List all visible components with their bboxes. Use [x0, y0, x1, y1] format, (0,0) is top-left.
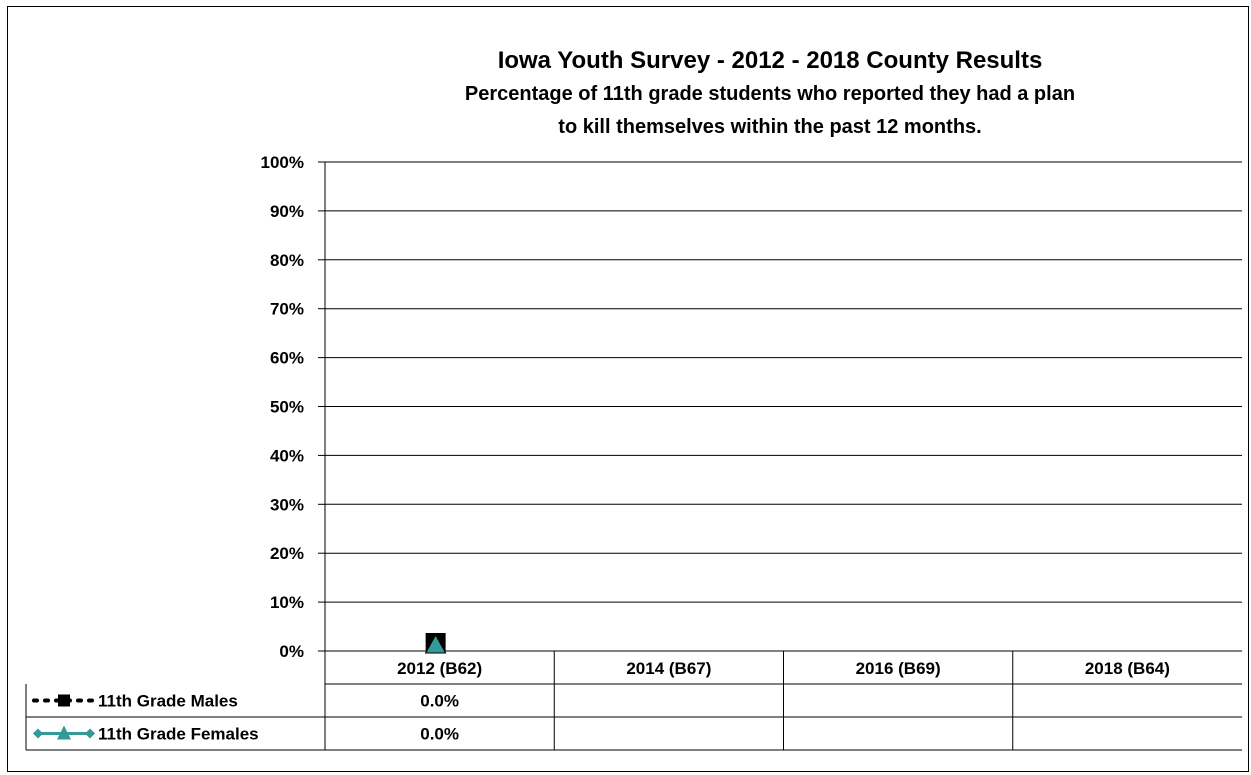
ytick-label-100: 100%: [261, 153, 304, 172]
category-label-0: 2012 (B62): [397, 659, 482, 678]
legend-key-diamond-left: [33, 728, 43, 739]
gridlines: [318, 161, 1242, 652]
legend-key-diamond-right: [85, 728, 95, 739]
ytick-label-80: 80%: [270, 251, 304, 270]
series-marks: [424, 633, 447, 654]
chart-subtitle-line-2: to kill themselves within the past 12 mo…: [558, 116, 981, 138]
category-label-3: 2018 (B64): [1085, 659, 1170, 678]
chart-title: Iowa Youth Survey - 2012 - 2018 County R…: [498, 47, 1043, 74]
table-cell-value-0-0: 0.0%: [420, 692, 459, 711]
ytick-label-20: 20%: [270, 544, 304, 563]
legend-label-0: 11th Grade Males: [98, 692, 238, 711]
data-table: 2012 (B62) 2014 (B67) 2016 (B69) 2018 (B64)…: [25, 651, 1242, 751]
ytick-label-50: 50%: [270, 398, 304, 417]
category-label-1: 2014 (B67): [626, 659, 711, 678]
ytick-label-90: 90%: [270, 202, 304, 221]
table-cell-value-1-0: 0.0%: [420, 725, 459, 744]
ytick-label-30: 30%: [270, 495, 304, 514]
legend-key-marker-males: [58, 694, 70, 707]
y-axis-ticks: 0% 10% 20% 30% 40% 50% 60% 70% 80% 90% 100%: [261, 153, 304, 661]
legend-key-marker-females: [57, 725, 71, 740]
ytick-label-40: 40%: [270, 446, 304, 465]
chart-title-group: Iowa Youth Survey - 2012 - 2018 County R…: [465, 47, 1075, 138]
ytick-label-10: 10%: [270, 593, 304, 612]
ytick-label-70: 70%: [270, 300, 304, 319]
legend-label-1: 11th Grade Females: [98, 725, 259, 744]
ytick-label-60: 60%: [270, 349, 304, 368]
chart-frame: [7, 6, 1249, 772]
ytick-label-0: 0%: [279, 642, 304, 661]
data-point-females-0: [424, 633, 447, 654]
category-label-2: 2016 (B69): [856, 659, 941, 678]
chart-subtitle-line-1: Percentage of 11th grade students who re…: [465, 83, 1075, 105]
